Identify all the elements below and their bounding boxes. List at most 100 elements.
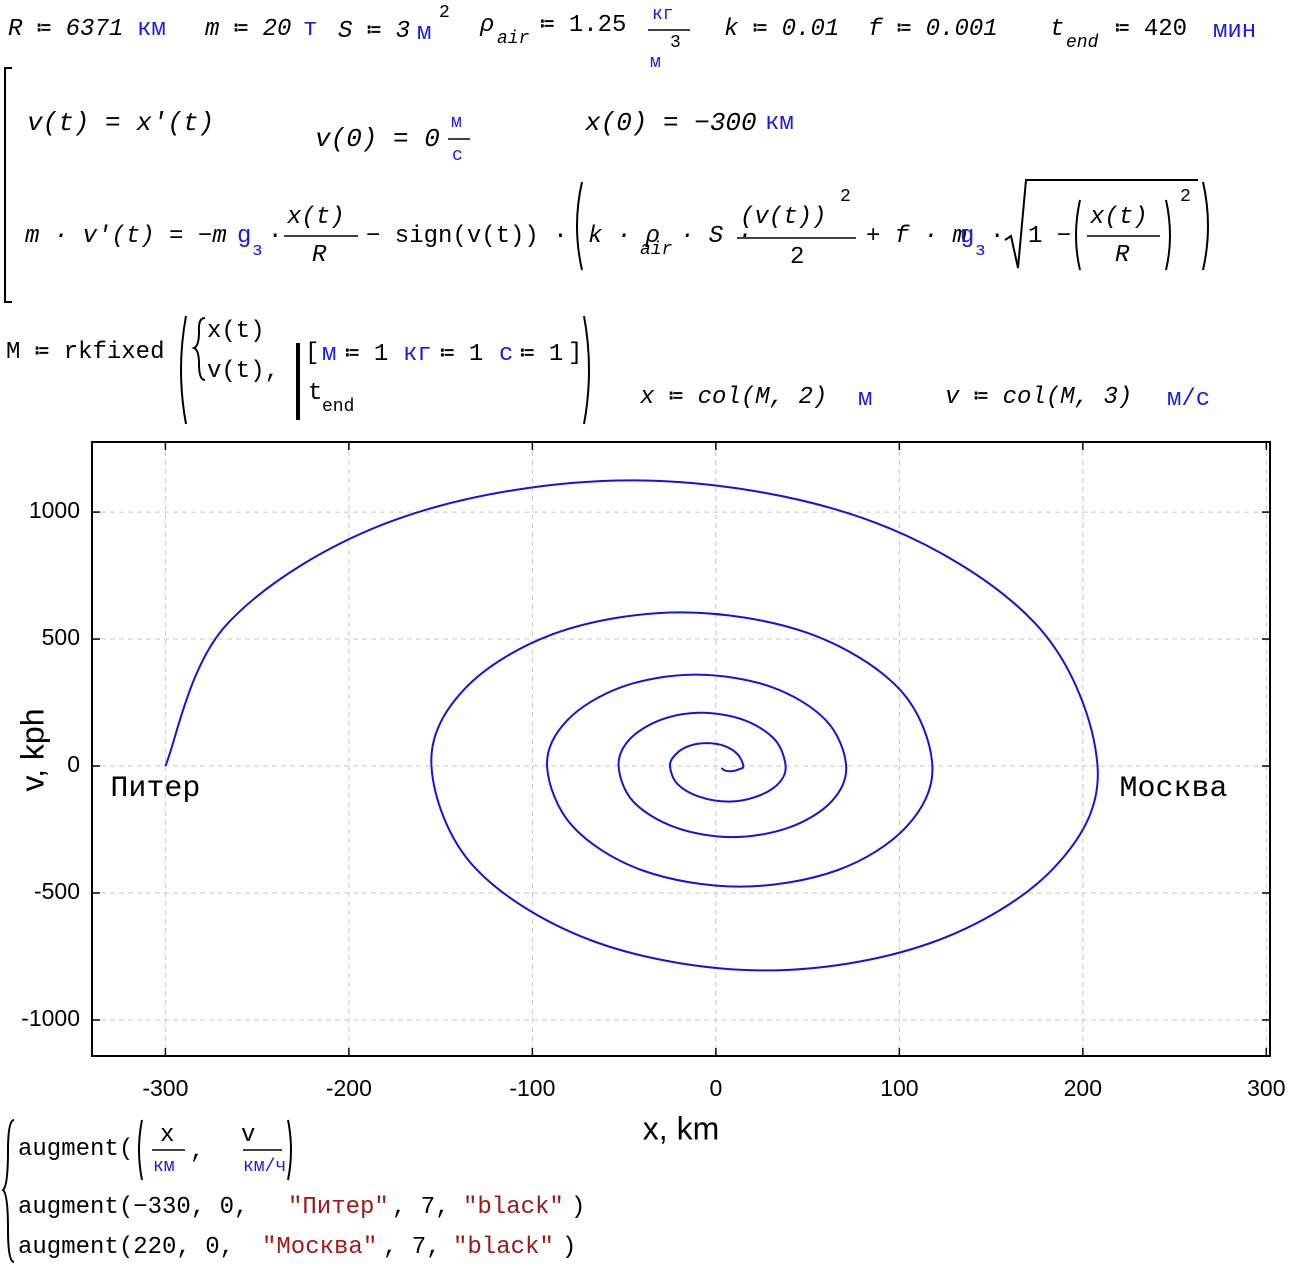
brace xyxy=(1,1119,15,1263)
definition: M ≔ rkfixed xyxy=(6,339,165,366)
exponent: 3 xyxy=(670,33,681,53)
subscript: end xyxy=(1066,33,1099,53)
string: "Питер" xyxy=(288,1194,389,1221)
definition: f ≔ 0.001 xyxy=(868,16,998,43)
unit: мин xyxy=(1213,18,1257,45)
brace xyxy=(191,317,206,381)
subscript: end xyxy=(322,397,355,417)
symbol: g xyxy=(960,223,975,250)
symbol: · xyxy=(990,223,1005,250)
argument: ≔ 1 xyxy=(345,341,389,368)
annotation: Питер xyxy=(110,772,200,806)
subscript: air xyxy=(497,29,530,49)
argument: t xyxy=(308,380,323,407)
x-tick-label: -200 xyxy=(326,1075,372,1101)
numerator: x xyxy=(160,1122,175,1149)
unit: км xyxy=(153,1157,175,1177)
equation: 1 − xyxy=(1028,223,1072,250)
definition: k ≔ 0.01 xyxy=(724,16,840,43)
definition: ≔ 1.25 xyxy=(540,12,627,39)
argument: x(t) xyxy=(207,318,265,345)
denominator: 2 xyxy=(790,244,805,271)
exponent: 2 xyxy=(840,187,851,207)
equation: − sign(v(t)) · xyxy=(366,223,568,250)
y-tick-label: -500 xyxy=(34,878,80,904)
numerator: v xyxy=(241,1122,256,1149)
definition: ≔ 420 xyxy=(1115,16,1188,43)
x-tick-label: 200 xyxy=(1064,1075,1102,1101)
sqrt xyxy=(1004,179,1198,269)
symbol: g xyxy=(237,223,252,250)
bracket: ] xyxy=(568,340,583,367)
equation: k · ρ xyxy=(588,223,661,250)
x-tick-label: 0 xyxy=(709,1075,722,1101)
argument: v(t), xyxy=(207,358,280,385)
x-tick-label: 100 xyxy=(880,1075,918,1101)
annotation: Москва xyxy=(1120,772,1228,806)
unit: с xyxy=(452,146,463,166)
paren xyxy=(1075,199,1081,271)
paren xyxy=(1165,199,1171,271)
numerator: x(t) xyxy=(287,204,345,231)
unit: м/с xyxy=(1167,386,1211,413)
plot-expression: augment( xyxy=(18,1136,134,1163)
y-tick-label: -1000 xyxy=(21,1005,80,1031)
paren xyxy=(583,315,590,425)
plot-expression: , 7, xyxy=(383,1234,456,1261)
denominator: R xyxy=(312,242,327,269)
equation: · S · xyxy=(680,223,753,250)
unit: м xyxy=(858,386,873,413)
paren xyxy=(576,181,583,271)
unit: км/ч xyxy=(243,1157,287,1177)
unit: м xyxy=(322,341,337,368)
definition: t xyxy=(1050,16,1065,43)
unit: км xyxy=(137,16,166,43)
exponent: 2 xyxy=(1180,187,1191,207)
equation: v(t) = x′(t) xyxy=(27,108,215,138)
paren xyxy=(180,315,187,425)
x-tick-label: 300 xyxy=(1247,1075,1285,1101)
unit: км xyxy=(765,110,794,137)
y-tick-label: 0 xyxy=(67,751,80,777)
plot-expression: ) xyxy=(562,1234,577,1261)
equation: m · v′(t) = −m xyxy=(25,223,227,250)
string: "Москва" xyxy=(262,1234,378,1261)
unit: м xyxy=(417,20,432,47)
string: "black" xyxy=(453,1234,554,1261)
paren xyxy=(287,1119,292,1181)
data-line xyxy=(164,479,1099,972)
definition: R ≔ 6371 xyxy=(8,16,124,43)
argument: ≔ 1 xyxy=(440,341,484,368)
unit: с xyxy=(499,341,514,368)
plot-frame xyxy=(91,441,1271,1057)
unit: м xyxy=(650,53,661,73)
definition: m ≔ 20 xyxy=(205,16,292,43)
definition: ρ xyxy=(480,12,495,39)
subscript: з xyxy=(975,241,986,261)
block-bracket xyxy=(4,67,12,303)
unit: т xyxy=(303,16,318,43)
paren xyxy=(1202,181,1209,271)
y-tick-label: 500 xyxy=(42,624,80,650)
y-tick-label: 1000 xyxy=(29,497,80,523)
equation: x(0) = −300 xyxy=(585,108,757,138)
plot-expression: , xyxy=(190,1138,205,1165)
plot-expression: , 7, xyxy=(392,1194,465,1221)
subscript: з xyxy=(252,241,263,261)
argument: ≔ 1 xyxy=(520,341,564,368)
numerator: x(t) xyxy=(1090,204,1148,231)
plot-expression: augment(220, 0, xyxy=(18,1234,249,1261)
denominator: R xyxy=(1115,242,1130,269)
plot-expression: ) xyxy=(571,1194,586,1221)
equation: + f · m xyxy=(866,223,967,250)
plot-expression: augment(−330, 0, xyxy=(18,1194,263,1221)
x-axis-title: x, km xyxy=(643,1110,719,1146)
bracket: [ xyxy=(305,340,320,367)
equation: v(0) = 0 xyxy=(315,124,440,154)
x-tick-label: -300 xyxy=(142,1075,188,1101)
exponent: 2 xyxy=(439,3,450,23)
definition: S ≔ 3 xyxy=(338,18,411,45)
symbol: · xyxy=(268,223,283,250)
